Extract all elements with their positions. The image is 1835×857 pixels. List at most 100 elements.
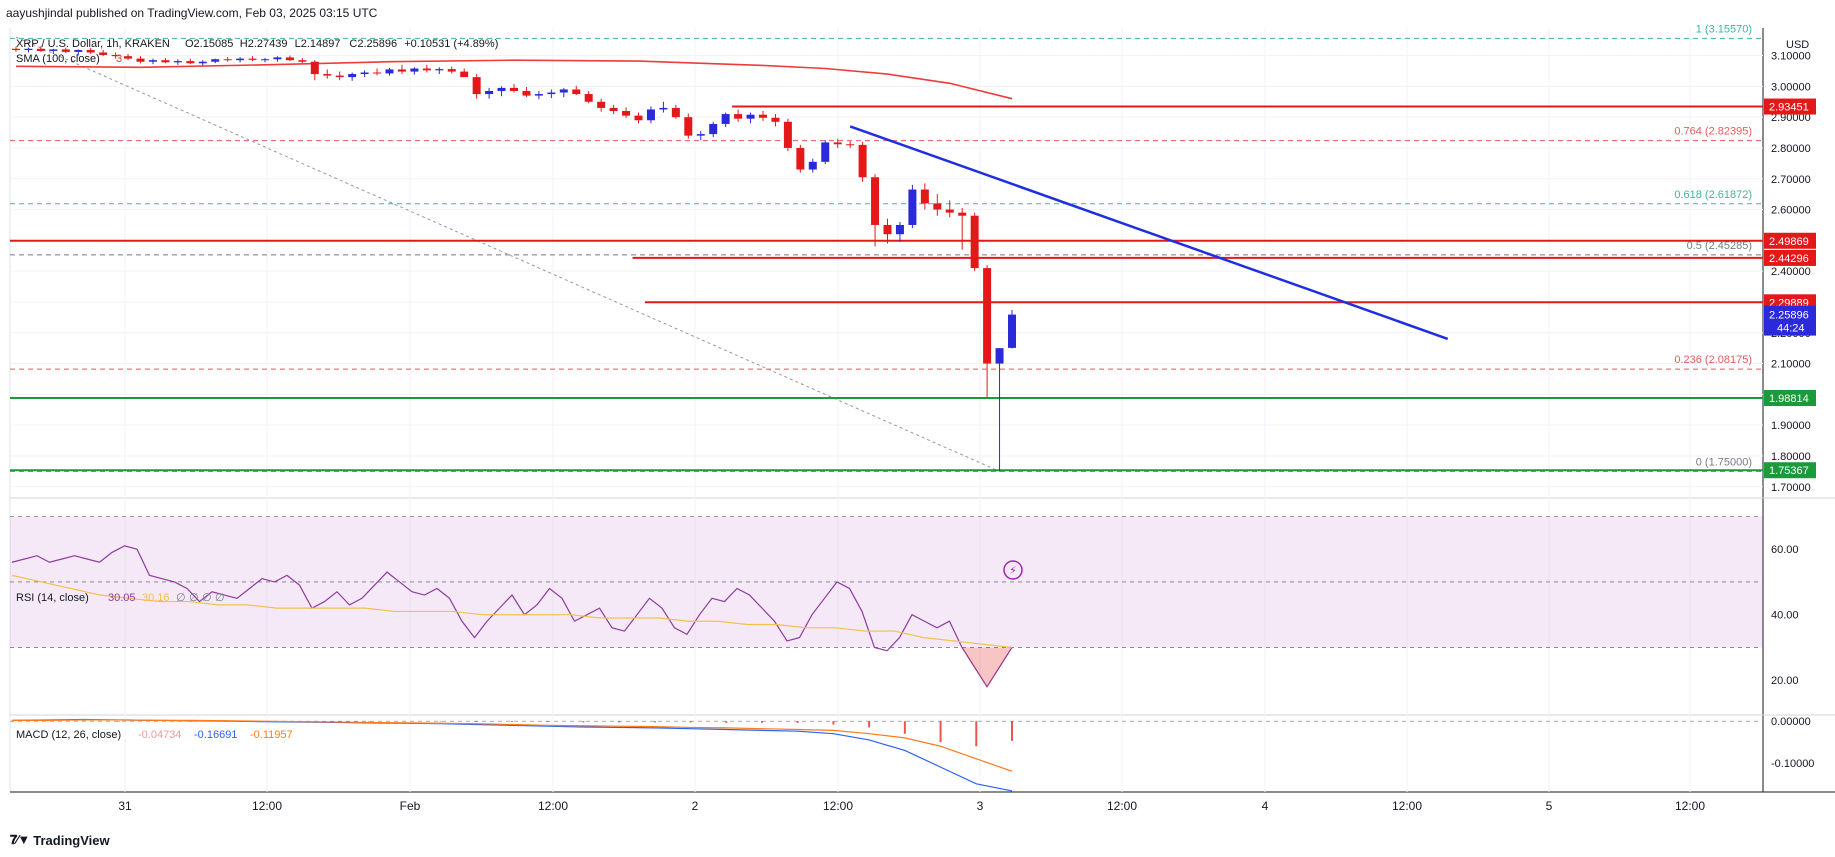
- resistance-price-tag-text: 2.93451: [1769, 102, 1809, 114]
- price-axis-tick: 2.80000: [1771, 143, 1811, 155]
- rsi-legend: RSI (14, close): [16, 592, 89, 604]
- bar-countdown-text: 44:24: [1777, 323, 1805, 335]
- publisher-caption: aayushjindal published on TradingView.co…: [6, 6, 378, 20]
- candle-body: [958, 212, 967, 216]
- candle-body: [846, 144, 855, 146]
- rsi-legend-value: 30.05: [108, 592, 136, 604]
- resistance-price-tag: [1764, 232, 1816, 249]
- price-axis-tick: 3.10000: [1771, 51, 1811, 63]
- candle-body: [161, 60, 170, 63]
- ohlc-value: L2.14897: [295, 38, 341, 50]
- candle-body: [211, 59, 220, 62]
- macd-histogram-bar: [189, 721, 192, 722]
- ohlc-value: C2.25896: [349, 38, 397, 50]
- candle-body: [198, 61, 207, 64]
- macd-histogram-bar: [439, 721, 442, 722]
- brand-text: TradingView: [33, 832, 110, 848]
- rsi-axis-tick: 60.00: [1771, 544, 1799, 556]
- candle-body: [12, 48, 20, 51]
- support-price-tag-text: 1.75367: [1769, 465, 1809, 477]
- candle-body: [808, 161, 817, 170]
- ohlc-value: +0.10531 (+4.89%): [404, 38, 498, 50]
- time-axis-tick: 12:00: [1675, 799, 1705, 813]
- price-axis-tick: 1.90000: [1771, 420, 1811, 432]
- candle-body: [298, 60, 307, 62]
- time-axis-tick: 4: [1262, 799, 1269, 813]
- price-axis-tick: 2.60000: [1771, 205, 1811, 217]
- candle-body: [360, 72, 369, 75]
- price-axis-tick: 1.80000: [1771, 451, 1811, 463]
- candle-body: [671, 107, 680, 118]
- price-axis-tick: 1.70000: [1771, 482, 1811, 494]
- candle-body: [945, 209, 954, 213]
- ohlc-value: O2.15085: [185, 38, 233, 50]
- time-axis-tick: 12:00: [538, 799, 568, 813]
- candle-body: [497, 87, 506, 91]
- resistance-price-tag-text: 2.49869: [1769, 236, 1809, 248]
- support-price-tag: [1764, 462, 1816, 479]
- macd-histogram-bar: [546, 721, 549, 723]
- candle-body: [397, 69, 406, 72]
- current-price-tag: [1764, 305, 1816, 336]
- candle-body: [609, 107, 618, 111]
- candle-body: [534, 94, 543, 96]
- time-axis-tick: 12:00: [823, 799, 853, 813]
- candle-body: [61, 49, 70, 52]
- rsi-legend-value: ∅: [202, 592, 212, 604]
- macd-axis-tick: -0.10000: [1771, 758, 1814, 770]
- candle-body: [796, 147, 805, 170]
- candle-body: [871, 177, 880, 225]
- macd-histogram-bar: [582, 721, 585, 723]
- candle-body: [223, 59, 232, 61]
- candle-body: [995, 348, 1004, 364]
- rsi-ma-line: [11, 574, 1013, 649]
- macd-legend-value: -0.04734: [138, 729, 181, 741]
- current-price-text: 2.25896: [1769, 310, 1809, 322]
- candle-body: [634, 115, 643, 121]
- macd-histogram-bar: [903, 721, 906, 734]
- candle-body: [821, 142, 830, 162]
- candle-body: [335, 75, 344, 78]
- candle-body: [746, 114, 755, 119]
- candle-body: [572, 89, 581, 95]
- macd-axis-tick: 0.00000: [1771, 716, 1811, 728]
- price-axis-tick: 3.00000: [1771, 81, 1811, 93]
- macd-histogram-bar: [475, 721, 478, 723]
- candle-body: [285, 57, 294, 61]
- candle-body: [970, 215, 979, 269]
- candle-body: [858, 144, 867, 178]
- candle-body: [933, 203, 942, 210]
- rsi-oversold-fill: [962, 647, 1012, 687]
- fib-level-label: 0.236 (2.08175): [1674, 354, 1752, 366]
- macd-signal-line: [12, 719, 1013, 772]
- candle-body: [883, 224, 892, 235]
- candle-body: [709, 123, 718, 135]
- price-axis-tick: 2.10000: [1771, 359, 1811, 371]
- macd-histogram-bar: [511, 721, 513, 723]
- rsi-legend-value: ∅: [176, 592, 186, 604]
- macd-histogram-bar: [653, 721, 656, 723]
- candle-body: [908, 189, 917, 225]
- candle-body: [173, 61, 182, 63]
- rsi-axis-tick: 40.00: [1771, 610, 1799, 622]
- time-axis-tick: 12:00: [1392, 799, 1422, 813]
- time-axis-tick: 12:00: [1107, 799, 1137, 813]
- price-axis-tick: 2.90000: [1771, 112, 1811, 124]
- candle-body: [385, 69, 394, 74]
- rsi-legend-value: ∅: [189, 592, 199, 604]
- time-axis-tick: Feb: [400, 799, 421, 813]
- sma-legend: SMA (100, close): [16, 53, 100, 65]
- candle-body: [734, 114, 743, 119]
- macd-histogram-bar: [368, 721, 371, 722]
- candle-body: [920, 189, 929, 204]
- time-axis-tick: 3: [977, 799, 984, 813]
- tradingview-logo-icon: 𝟕⁄▼: [10, 832, 30, 847]
- sma-legend-value: 3: [116, 53, 122, 65]
- candle-body: [721, 114, 730, 124]
- candle-body: [646, 109, 655, 121]
- candle-body: [696, 134, 705, 136]
- candle-body: [323, 74, 332, 76]
- candle-body: [522, 90, 531, 96]
- macd-legend: MACD (12, 26, close): [16, 729, 121, 741]
